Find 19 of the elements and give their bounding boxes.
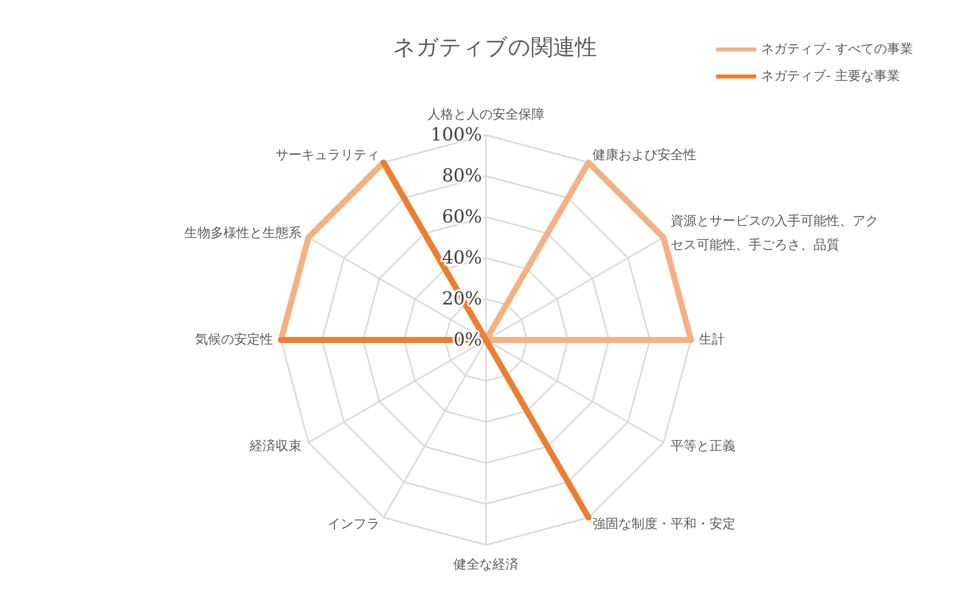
spoke-label: 生物多様性と生態系 [184, 226, 302, 241]
y-tick-label: 60% [442, 206, 482, 228]
spoke-label: 強固な制度・平和・安定 [592, 516, 736, 532]
y-tick-label: 100% [430, 124, 482, 146]
spoke-label: 生計 [699, 332, 725, 348]
spoke-label: 経済収束 [248, 438, 302, 454]
spoke-label: 資源とサービスの入手可能性、アクセス可能性、手ごろさ、品質 [670, 214, 878, 253]
spoke-label: インフラ [328, 516, 380, 532]
spoke-label: 健全な経済 [454, 556, 518, 572]
spoke-label: 健康および安全性 [592, 147, 696, 164]
legend-label: ネガティブ- すべての事業 [761, 42, 914, 57]
spoke-label: サーキュラリティ [276, 148, 380, 164]
spoke-label: 人格と人の安全保障 [428, 106, 544, 122]
y-tick-label: 40% [442, 248, 482, 268]
y-tick-label: 80% [442, 166, 482, 186]
spoke-label: 平等と正義 [670, 439, 736, 454]
chart-title: ネガティブの関連性 [393, 36, 597, 60]
spoke-label: 気候の安定性 [195, 332, 273, 348]
legend-label: ネガティブ- 主要な事業 [761, 68, 900, 84]
